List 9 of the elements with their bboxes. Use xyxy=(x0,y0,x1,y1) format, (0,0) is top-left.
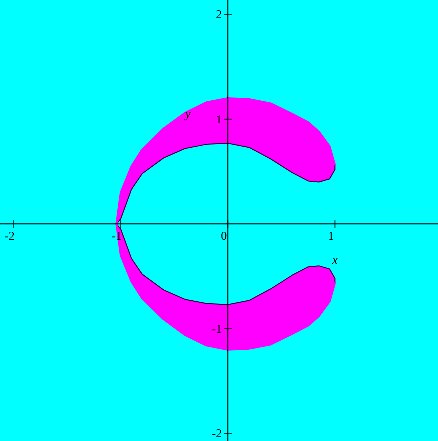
x-axis-title: x xyxy=(332,253,339,268)
y-tick-label: -2 xyxy=(212,426,222,441)
y-tick-label: -1 xyxy=(212,322,222,336)
x-tick-label: 1 xyxy=(328,229,334,244)
x-tick-label: 0 xyxy=(221,229,228,244)
y-tick-label: 1 xyxy=(216,112,222,126)
x-tick-label: -2 xyxy=(4,229,15,244)
y-axis-title: y xyxy=(184,107,192,122)
y-tick-label: 2 xyxy=(216,8,222,22)
